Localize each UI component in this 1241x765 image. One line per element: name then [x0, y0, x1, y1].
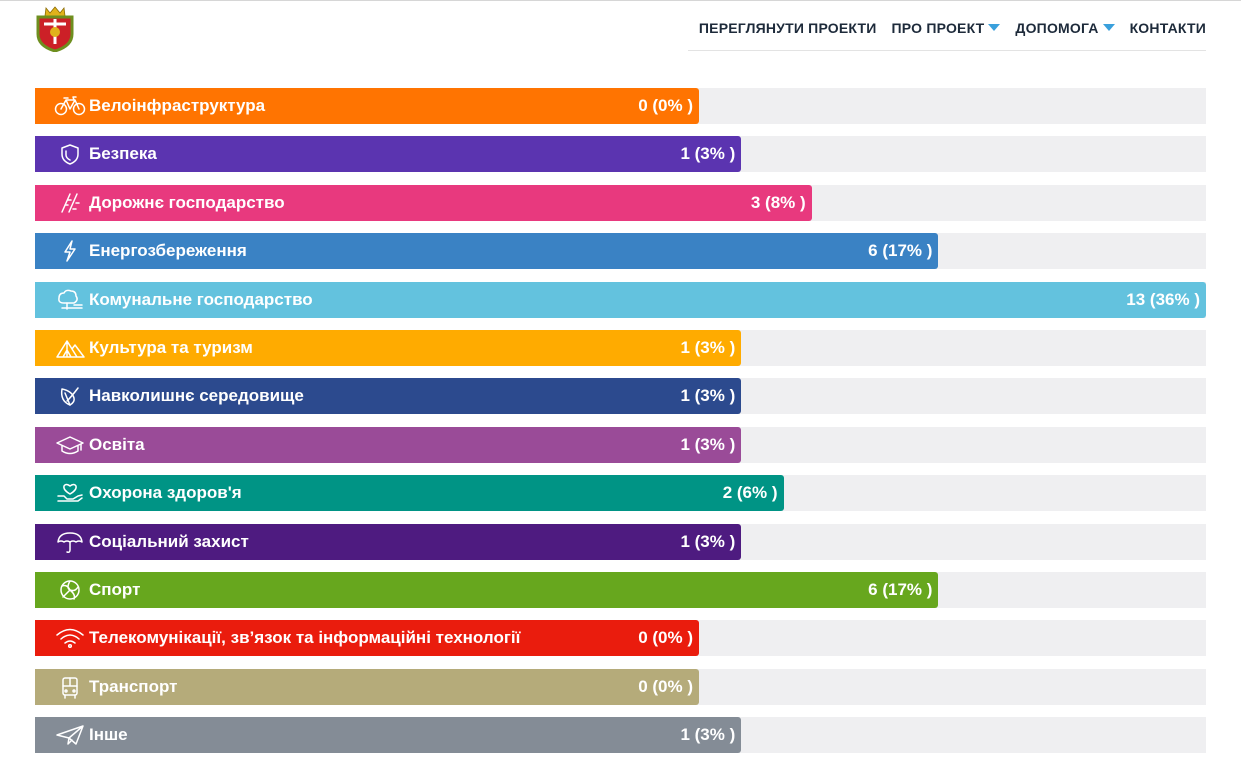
category-count: 6 (17% ): [868, 241, 933, 261]
category-row[interactable]: Велоінфраструктура 0 (0% ): [35, 88, 1206, 124]
nav-about-project-label: ПРО ПРОЕКТ: [891, 20, 985, 36]
category-label: Освіта: [89, 434, 145, 454]
category-bar-fill: [35, 233, 939, 270]
category-count: 1 (3% ): [680, 144, 736, 164]
category-count: 1 (3% ): [680, 386, 736, 406]
category-bar-fill: [35, 668, 699, 705]
category-count: 1 (3% ): [680, 434, 736, 454]
nav-view-projects-label: ПЕРЕГЛЯНУТИ ПРОЕКТИ: [698, 20, 877, 36]
category-bar-fill: [35, 184, 812, 221]
category-row[interactable]: Транспорт 0 (0% ): [35, 668, 1206, 705]
category-label: Комунальне господарство: [89, 289, 313, 309]
volleyball-icon: [54, 578, 86, 602]
category-label: Дорожнє господарство: [89, 192, 285, 212]
top-border: [0, 0, 1241, 1]
bicycle-icon: [54, 94, 86, 118]
category-bar-fill: [35, 281, 1206, 318]
nav-view-projects[interactable]: ПЕРЕГЛЯНУТИ ПРОЕКТИ: [699, 20, 877, 36]
category-bar-fill: [35, 717, 742, 754]
umbrella-icon: [54, 530, 86, 554]
leaf-icon: [54, 384, 86, 408]
heart-hand-icon: [54, 481, 86, 505]
park-icon: [54, 288, 86, 312]
category-count: 0 (0% ): [638, 676, 693, 696]
category-label: Велоінфраструктура: [89, 96, 266, 115]
nav-help[interactable]: ДОПОМОГА: [1015, 20, 1115, 36]
caret-down-icon: [1102, 23, 1115, 31]
nav-contacts-label: КОНТАКТИ: [1129, 20, 1206, 36]
paper-plane-icon: [54, 723, 86, 747]
category-row[interactable]: Навколишнє середовище 1 (3% ): [35, 378, 1206, 415]
main-nav: ПЕРЕГЛЯНУТИ ПРОЕКТИ ПРО ПРОЕКТ ДОПОМОГА …: [699, 20, 1206, 36]
graduation-cap-icon: [54, 433, 86, 457]
category-count: 2 (6% ): [722, 483, 778, 503]
road-icon: [54, 191, 86, 215]
category-label: Телекомунікації, зв’язок та інформаційні…: [89, 628, 521, 648]
category-row[interactable]: Охорона здоров'я 2 (6% ): [35, 475, 1206, 512]
category-bar-fill: [35, 88, 699, 124]
category-bar-fill: [35, 475, 784, 512]
category-row[interactable]: Комунальне господарство 13 (36% ): [35, 281, 1206, 318]
tent-icon: [54, 336, 86, 360]
category-bar-fill: [35, 523, 742, 560]
category-label: Транспорт: [89, 676, 178, 696]
category-count: 1 (3% ): [680, 725, 736, 745]
category-bar-fill: [35, 136, 742, 173]
category-label: Культура та туризм: [89, 337, 253, 357]
category-row[interactable]: Освіта 1 (3% ): [35, 426, 1206, 463]
category-bar-fill: [35, 571, 939, 608]
category-label: Охорона здоров'я: [89, 483, 242, 503]
category-count: 3 (8% ): [750, 192, 806, 212]
bus-icon: [54, 675, 86, 699]
category-bar-fill: [35, 329, 742, 366]
caret-down-icon: [988, 23, 1001, 31]
shield-icon: [54, 142, 86, 166]
nav-contacts[interactable]: КОНТАКТИ: [1130, 20, 1206, 36]
category-label: Енергозбереження: [89, 241, 247, 261]
category-label: Інше: [89, 725, 128, 745]
category-count: 1 (3% ): [680, 531, 736, 551]
category-bar-fill: [35, 620, 699, 657]
nav-help-label: ДОПОМОГА: [1015, 20, 1099, 36]
category-bar-fill: [35, 378, 742, 415]
category-count: 6 (17% ): [868, 579, 933, 599]
category-row[interactable]: Соціальний захист 1 (3% ): [35, 523, 1206, 560]
category-row[interactable]: Телекомунікації, зв’язок та інформаційні…: [35, 620, 1206, 657]
category-count: 13 (36% ): [1126, 289, 1200, 309]
category-row[interactable]: Культура та туризм 1 (3% ): [35, 329, 1206, 366]
category-bar-fill: [35, 426, 742, 463]
lightning-icon: [54, 239, 86, 263]
category-list: Велоінфраструктура 0 (0% ) Безпека 1 (3% ) Д…: [35, 88, 1206, 765]
category-count: 0 (0% ): [638, 96, 693, 115]
category-row[interactable]: Інше 1 (3% ): [35, 717, 1206, 754]
nav-about-project[interactable]: ПРО ПРОЕКТ: [892, 20, 1001, 36]
category-row[interactable]: Дорожнє господарство 3 (8% ): [35, 184, 1206, 221]
category-label: Соціальний захист: [89, 531, 249, 551]
category-label: Безпека: [89, 144, 157, 164]
category-count: 0 (0% ): [638, 628, 693, 648]
category-row[interactable]: Енергозбереження 6 (17% ): [35, 233, 1206, 270]
category-row[interactable]: Безпека 1 (3% ): [35, 136, 1206, 173]
wifi-icon: [54, 626, 86, 650]
category-label: Навколишнє середовище: [89, 386, 304, 406]
city-coat-of-arms-logo[interactable]: [34, 4, 76, 53]
nav-divider: [688, 50, 1206, 51]
category-count: 1 (3% ): [680, 337, 736, 357]
category-row[interactable]: Спорт 6 (17% ): [35, 571, 1206, 608]
category-label: Спорт: [89, 579, 141, 599]
